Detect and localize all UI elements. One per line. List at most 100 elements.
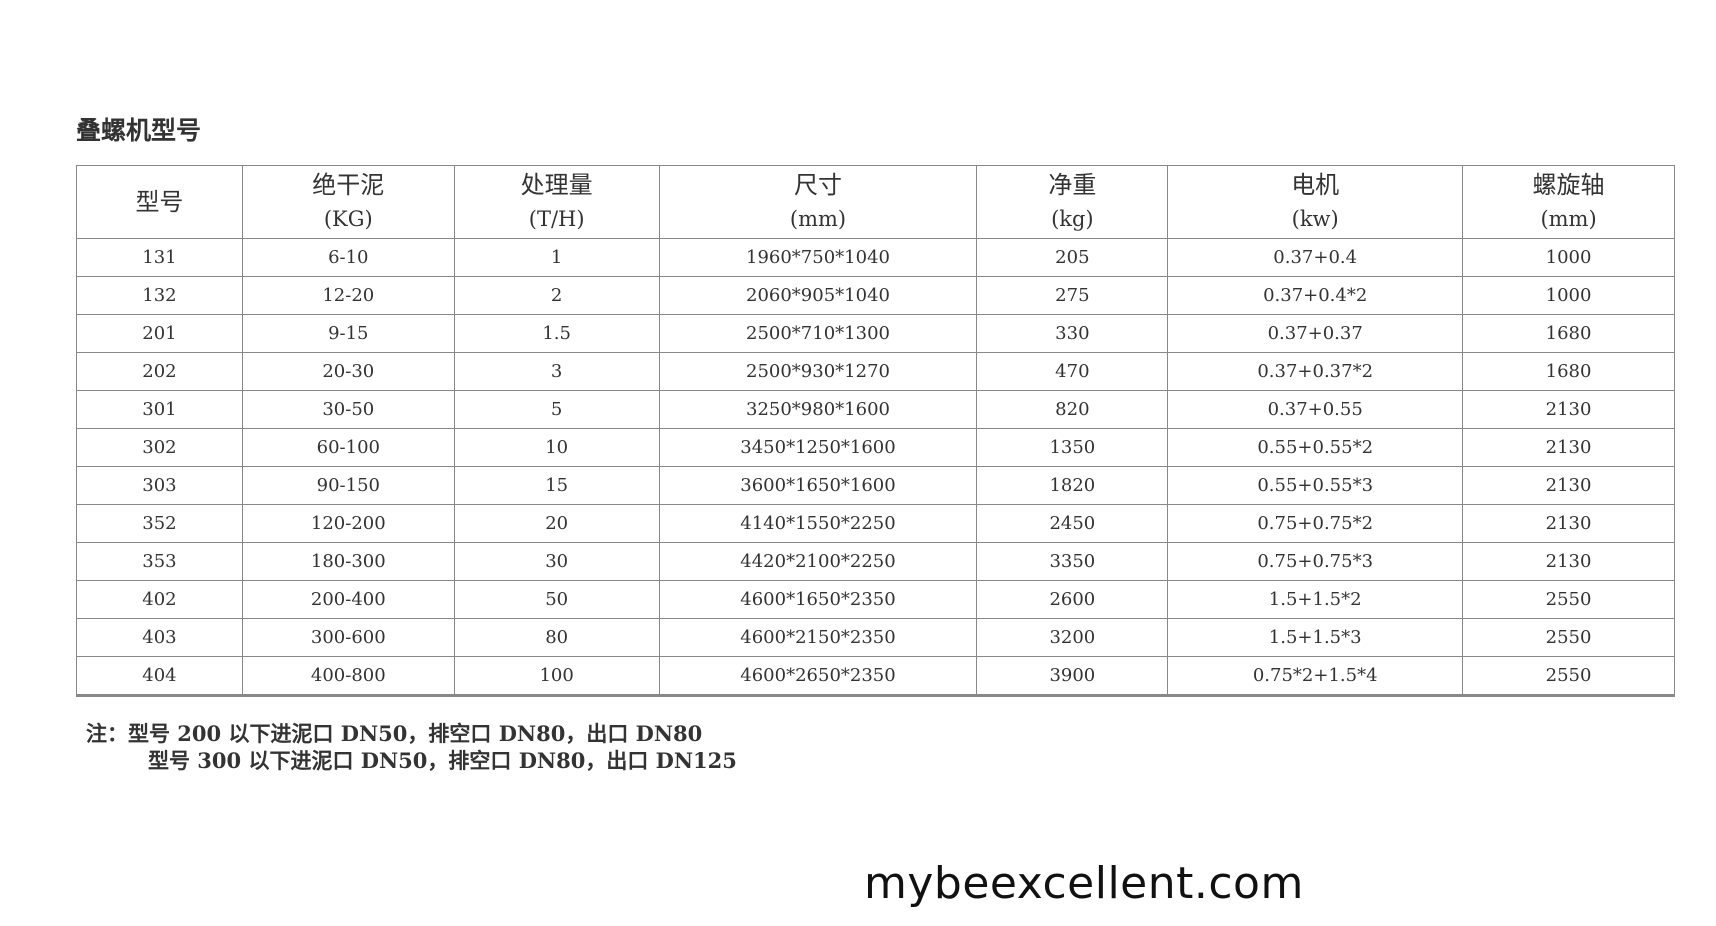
table-row: 132 12-20 2 2060*905*1040 275 0.37+0.4*2 1000 (76, 276, 1675, 315)
column-header-label: 绝干泥 (312, 171, 385, 199)
table-cell: 90-150 (241, 466, 455, 505)
table-header-row: 型号 绝干泥 (KG) 处理量 (T/H) 尺寸 (mm) 净重 (kg) 电机 (kw) 螺旋轴 (m… (76, 165, 1675, 239)
table-row: 352 120-200 20 4140*1550*2250 2450 0.75+0.75*… (76, 504, 1675, 543)
table-cell: 2550 (1462, 580, 1675, 619)
table-cell: 6-10 (241, 238, 455, 277)
table-cell: 131 (76, 238, 243, 277)
column-header-unit: (kg) (1051, 207, 1094, 231)
note-line-2: 型号 300 以下进泥口 DN50，排空口 DN80，出口 DN125 (148, 748, 737, 773)
table-cell: 3350 (976, 542, 1169, 581)
table-cell: 0.55+0.55*2 (1167, 428, 1464, 467)
table-cell: 403 (76, 618, 243, 657)
table-cell: 5 (453, 390, 660, 429)
table-cell: 1000 (1462, 238, 1675, 277)
table-cell: 1.5+1.5*3 (1167, 618, 1464, 657)
column-header: 螺旋轴 (mm) (1462, 165, 1675, 239)
table-cell: 2130 (1462, 428, 1675, 467)
table-cell: 2130 (1462, 390, 1675, 429)
table-cell: 3 (453, 352, 660, 391)
table-cell: 0.37+0.4 (1167, 238, 1464, 277)
table-cell: 2130 (1462, 466, 1675, 505)
column-header: 电机 (kw) (1167, 165, 1464, 239)
table-cell: 60-100 (241, 428, 455, 467)
table-cell: 2450 (976, 504, 1169, 543)
table-cell: 1 (453, 238, 660, 277)
table-cell: 1000 (1462, 276, 1675, 315)
table-cell: 300-600 (241, 618, 455, 657)
table-cell: 1960*750*1040 (658, 238, 978, 277)
notes: 注：型号 200 以下进泥口 DN50，排空口 DN80，出口 DN80 型号 … (86, 720, 737, 774)
table-cell: 2060*905*1040 (658, 276, 978, 315)
table-cell: 275 (976, 276, 1169, 315)
table-cell: 201 (76, 314, 243, 353)
column-header: 处理量 (T/H) (453, 165, 660, 239)
table-row: 404 400-800 100 4600*2650*2350 3900 0.75*2+1.… (76, 656, 1675, 696)
table-cell: 1820 (976, 466, 1169, 505)
table-cell: 0.37+0.55 (1167, 390, 1464, 429)
table-row: 302 60-100 10 3450*1250*1600 1350 0.55+0.55*2… (76, 428, 1675, 467)
note-line-1: 注：型号 200 以下进泥口 DN50，排空口 DN80，出口 DN80 (86, 721, 703, 746)
table-cell: 100 (453, 656, 660, 696)
table-cell: 10 (453, 428, 660, 467)
table-cell: 2550 (1462, 656, 1675, 696)
column-header-unit: (T/H) (528, 207, 585, 231)
table-cell: 1.5+1.5*2 (1167, 580, 1464, 619)
table-row: 353 180-300 30 4420*2100*2250 3350 0.75+0.75*… (76, 542, 1675, 581)
table-cell: 301 (76, 390, 243, 429)
table-cell: 303 (76, 466, 243, 505)
column-header-unit: (kw) (1291, 207, 1339, 231)
table-cell: 3200 (976, 618, 1169, 657)
table-cell: 4600*2650*2350 (658, 656, 978, 696)
table-cell: 302 (76, 428, 243, 467)
table-cell: 2600 (976, 580, 1169, 619)
table-cell: 120-200 (241, 504, 455, 543)
table-cell: 9-15 (241, 314, 455, 353)
table-cell: 4140*1550*2250 (658, 504, 978, 543)
table-row: 131 6-10 1 1960*750*1040 205 0.37+0.4 1000 (76, 238, 1675, 277)
table-cell: 3250*980*1600 (658, 390, 978, 429)
watermark: mybeexcellent.com (864, 858, 1304, 909)
table-row: 202 20-30 3 2500*930*1270 470 0.37+0.37*2 1680 (76, 352, 1675, 391)
table-cell: 2500*930*1270 (658, 352, 978, 391)
column-header-label: 螺旋轴 (1532, 171, 1605, 199)
column-header-unit: (mm) (789, 207, 847, 231)
column-header-unit: (KG) (323, 207, 373, 231)
column-header-unit: (mm) (1540, 207, 1597, 231)
table-cell: 0.37+0.37 (1167, 314, 1464, 353)
column-header: 净重 (kg) (976, 165, 1169, 239)
table-cell: 4600*1650*2350 (658, 580, 978, 619)
table-cell: 1.5 (453, 314, 660, 353)
table-cell: 80 (453, 618, 660, 657)
table-cell: 12-20 (241, 276, 455, 315)
table-cell: 0.75+0.75*2 (1167, 504, 1464, 543)
table-cell: 132 (76, 276, 243, 315)
table-cell: 30-50 (241, 390, 455, 429)
column-header-label: 净重 (1048, 171, 1097, 199)
column-header-label: 型号 (135, 188, 184, 216)
table-cell: 180-300 (241, 542, 455, 581)
table-cell: 2130 (1462, 542, 1675, 581)
table-row: 402 200-400 50 4600*1650*2350 2600 1.5+1.5*2 2… (76, 580, 1675, 619)
table-row: 303 90-150 15 3600*1650*1600 1820 0.55+0.55*3… (76, 466, 1675, 505)
table-cell: 353 (76, 542, 243, 581)
table-cell: 404 (76, 656, 243, 696)
table-cell: 402 (76, 580, 243, 619)
table-cell: 20 (453, 504, 660, 543)
table-cell: 2550 (1462, 618, 1675, 657)
column-header: 尺寸 (mm) (658, 165, 978, 239)
table-cell: 4600*2150*2350 (658, 618, 978, 657)
table-cell: 3600*1650*1600 (658, 466, 978, 505)
table-cell: 20-30 (241, 352, 455, 391)
table-cell: 30 (453, 542, 660, 581)
table-cell: 1680 (1462, 352, 1675, 391)
table-cell: 3900 (976, 656, 1169, 696)
column-header-label: 电机 (1291, 171, 1340, 199)
table-cell: 1680 (1462, 314, 1675, 353)
spec-table: 型号 绝干泥 (KG) 处理量 (T/H) 尺寸 (mm) 净重 (kg) 电机 (kw) 螺旋轴 (m… (76, 165, 1675, 697)
column-header-label: 尺寸 (794, 171, 842, 199)
table-cell: 0.37+0.4*2 (1167, 276, 1464, 315)
table-cell: 2 (453, 276, 660, 315)
table-cell: 4420*2100*2250 (658, 542, 978, 581)
table-cell: 200-400 (241, 580, 455, 619)
column-header-label: 处理量 (520, 171, 593, 199)
